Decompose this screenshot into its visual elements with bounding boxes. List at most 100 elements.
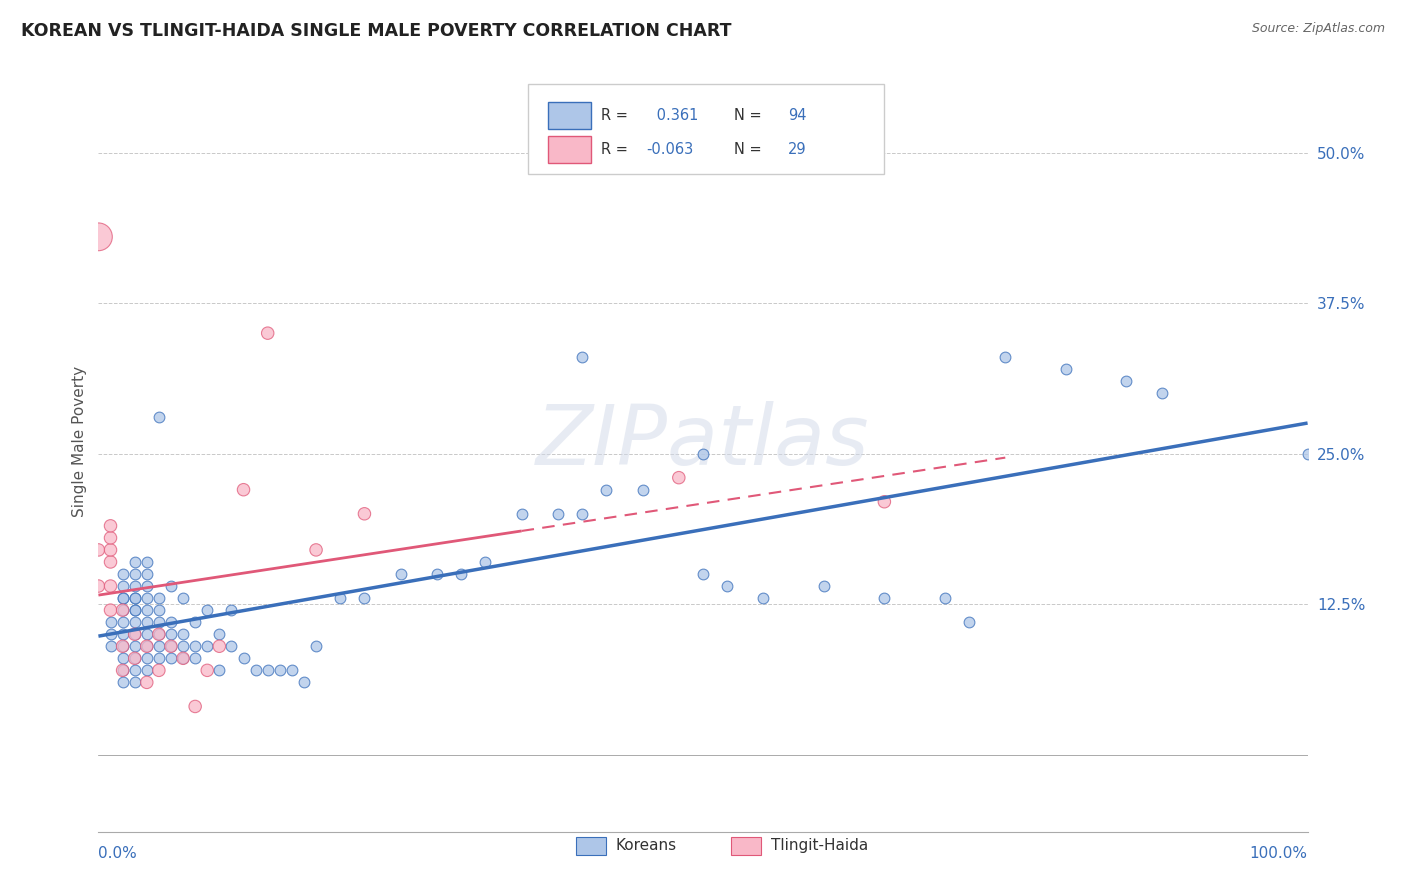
Point <box>256 664 278 678</box>
Y-axis label: Single Male Poverty: Single Male Poverty <box>72 366 87 517</box>
Point <box>111 603 134 617</box>
Point <box>305 639 328 653</box>
Point <box>329 591 352 606</box>
Point <box>195 639 218 653</box>
Bar <box>731 837 761 855</box>
Point <box>510 507 533 521</box>
Point <box>135 555 157 569</box>
Point <box>172 591 194 606</box>
Text: Tlingit-Haida: Tlingit-Haida <box>770 838 868 853</box>
Point <box>281 664 304 678</box>
Point <box>87 542 110 557</box>
Point <box>124 567 146 582</box>
Point <box>124 603 146 617</box>
Text: 94: 94 <box>787 108 806 123</box>
Point <box>148 615 170 630</box>
Point <box>195 603 218 617</box>
Point <box>631 483 654 497</box>
Point <box>148 410 170 425</box>
Point <box>160 651 183 665</box>
Point <box>135 664 157 678</box>
Text: 29: 29 <box>787 142 806 157</box>
Point <box>184 699 207 714</box>
Point <box>100 639 122 653</box>
Text: ZIPatlas: ZIPatlas <box>536 401 870 482</box>
Point <box>547 507 569 521</box>
Bar <box>576 837 606 855</box>
Point <box>245 664 267 678</box>
Point <box>111 664 134 678</box>
Point <box>172 627 194 641</box>
Point <box>426 567 449 582</box>
Point <box>111 603 134 617</box>
Point <box>111 591 134 606</box>
Point <box>873 494 896 508</box>
Point <box>353 591 375 606</box>
Point <box>389 567 412 582</box>
Point <box>111 639 134 653</box>
Text: 0.0%: 0.0% <box>98 847 138 861</box>
Point <box>124 555 146 569</box>
Text: N =: N = <box>734 142 766 157</box>
Point <box>269 664 291 678</box>
Point <box>148 627 170 641</box>
Point <box>957 615 980 630</box>
Point <box>111 567 134 582</box>
Point <box>124 639 146 653</box>
Point <box>160 639 183 653</box>
Point <box>474 555 496 569</box>
Text: 100.0%: 100.0% <box>1250 847 1308 861</box>
Point <box>111 651 134 665</box>
Point <box>135 591 157 606</box>
Point <box>692 567 714 582</box>
Point <box>752 591 775 606</box>
Text: R =: R = <box>602 108 633 123</box>
Point <box>111 627 134 641</box>
Point <box>668 471 690 485</box>
Point <box>100 627 122 641</box>
Point <box>160 579 183 593</box>
Point <box>124 591 146 606</box>
Text: N =: N = <box>734 108 766 123</box>
Point <box>256 326 278 341</box>
Point <box>111 639 134 653</box>
Point <box>692 446 714 460</box>
Point <box>994 350 1017 364</box>
Point <box>571 507 593 521</box>
Point <box>124 591 146 606</box>
Point <box>450 567 472 582</box>
Text: R =: R = <box>602 142 633 157</box>
Point <box>148 591 170 606</box>
Point <box>160 615 183 630</box>
Point <box>292 675 315 690</box>
Point <box>124 603 146 617</box>
Point <box>100 542 122 557</box>
Point <box>135 627 157 641</box>
Point <box>172 651 194 665</box>
Point <box>184 639 207 653</box>
Point <box>184 651 207 665</box>
Point <box>934 591 956 606</box>
Point <box>172 639 194 653</box>
Point <box>716 579 738 593</box>
Point <box>208 639 231 653</box>
Point <box>100 555 122 569</box>
Point <box>595 483 617 497</box>
Point <box>813 579 835 593</box>
Point <box>208 627 231 641</box>
Point <box>111 591 134 606</box>
Point <box>221 639 243 653</box>
Point <box>1115 375 1137 389</box>
Point <box>100 531 122 545</box>
Point <box>124 627 146 641</box>
Text: Source: ZipAtlas.com: Source: ZipAtlas.com <box>1251 22 1385 36</box>
Point <box>135 615 157 630</box>
Point <box>124 627 146 641</box>
Text: 0.361: 0.361 <box>652 108 699 123</box>
Point <box>135 567 157 582</box>
Point <box>208 664 231 678</box>
Point <box>135 651 157 665</box>
Point <box>87 230 110 244</box>
Point <box>124 615 146 630</box>
Point <box>111 579 134 593</box>
